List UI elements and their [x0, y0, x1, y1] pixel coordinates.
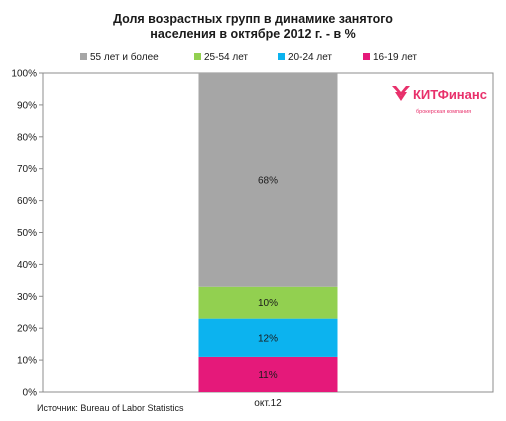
chart-title-line-1: Доля возрастных групп в динамике занятог…: [113, 12, 393, 26]
data-label: 10%: [258, 298, 278, 309]
y-tick-label: 70%: [17, 164, 37, 175]
y-tick-label: 100%: [11, 69, 37, 80]
bird-logo-icon: [392, 86, 410, 101]
bar-segment: [198, 356, 338, 392]
legend-swatch: [278, 53, 285, 60]
source-note: Источник: Bureau of Labor Statistics: [37, 403, 184, 413]
data-label: 12%: [258, 333, 278, 344]
bar-segment: [198, 73, 338, 287]
legend-label: 16-19 лет: [373, 52, 417, 63]
y-tick-label: 20%: [17, 324, 37, 335]
bar-segment: [198, 318, 338, 357]
chart-title-line-2: населения в октябре 2012 г. - в %: [150, 27, 355, 41]
legend-label: 55 лет и более: [90, 51, 159, 63]
data-label: 11%: [258, 370, 277, 381]
bars: [198, 73, 338, 392]
legend-swatch: [363, 53, 370, 60]
logo-subtitle: брокерская компания: [416, 109, 471, 115]
data-labels: 11% 12% 10% 68%: [258, 175, 278, 381]
logo: КИТФинанс брокерская компания: [392, 86, 487, 115]
legend-label: 25-54 лет: [204, 52, 248, 63]
y-tick-label: 10%: [17, 356, 37, 367]
y-tick-label: 90%: [17, 100, 37, 111]
logo-name: КИТФинанс: [413, 87, 487, 102]
legend: 55 лет и более 25-54 лет 20-24 лет 16-19 ле…: [80, 51, 417, 63]
legend-label: 20-24 лет: [288, 52, 332, 63]
y-tick-label: 40%: [17, 260, 37, 271]
y-tick-label: 30%: [17, 292, 37, 303]
data-label: 68%: [258, 175, 278, 186]
y-tick-label: 50%: [17, 228, 37, 239]
bar-segment: [198, 286, 338, 319]
x-tick-label: окт.12: [254, 398, 282, 409]
legend-swatch: [80, 53, 87, 60]
y-tick-label: 80%: [17, 132, 37, 143]
legend-swatch: [194, 53, 201, 60]
y-tick-label: 0%: [23, 388, 38, 399]
y-tick-label: 60%: [17, 196, 37, 207]
